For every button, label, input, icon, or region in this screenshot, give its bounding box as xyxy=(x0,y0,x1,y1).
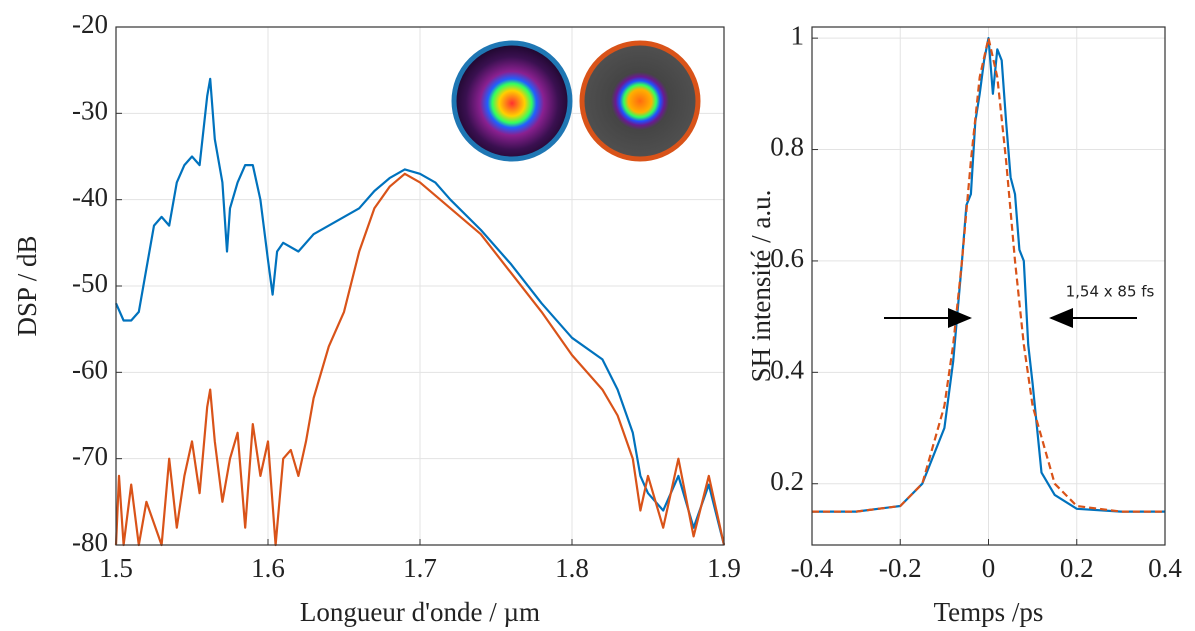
y-tick-label: -20 xyxy=(72,9,108,39)
data-line xyxy=(114,172,726,547)
x-axis-label: Longueur d'onde / µm xyxy=(300,597,540,627)
x-tick-label: 1.6 xyxy=(251,553,285,583)
beam-inset xyxy=(451,40,573,162)
x-tick-label: 0.4 xyxy=(1148,553,1182,583)
y-tick-label: 0.6 xyxy=(770,243,804,273)
x-tick-label: 0.2 xyxy=(1060,553,1094,583)
x-axis-label: Temps /ps xyxy=(934,597,1044,627)
axes-box xyxy=(811,26,1166,546)
y-tick-label: -40 xyxy=(72,182,108,212)
data-line xyxy=(812,37,1165,513)
y-axis-label: SH intensité / a.u. xyxy=(746,190,776,383)
x-tick-label: 1.8 xyxy=(555,553,589,583)
x-tick-label: -0.2 xyxy=(879,553,922,583)
x-tick-label: 1.7 xyxy=(403,553,437,583)
y-tick-label: -80 xyxy=(72,527,108,557)
x-tick-label: 0 xyxy=(982,553,996,583)
y-tick-label: -50 xyxy=(72,268,108,298)
annotation: 1,54 x 85 fs xyxy=(1066,283,1155,301)
y-tick-label: 0.2 xyxy=(770,466,804,496)
x-tick-label: -0.4 xyxy=(791,553,834,583)
x-tick-label: 1.5 xyxy=(99,553,133,583)
y-tick-label: -60 xyxy=(72,355,108,385)
y-tick-label: -30 xyxy=(72,96,108,126)
y-tick-label: 0.8 xyxy=(770,132,804,162)
y-tick-label: 1 xyxy=(791,20,805,50)
y-axis-label: DSP / dB xyxy=(12,235,42,336)
data-line xyxy=(114,77,726,546)
axes-box xyxy=(115,26,725,546)
y-tick-label: -70 xyxy=(72,441,108,471)
x-tick-label: 1.9 xyxy=(707,553,741,583)
y-tick-label: 0.4 xyxy=(770,355,804,385)
beam-inset xyxy=(579,40,701,162)
